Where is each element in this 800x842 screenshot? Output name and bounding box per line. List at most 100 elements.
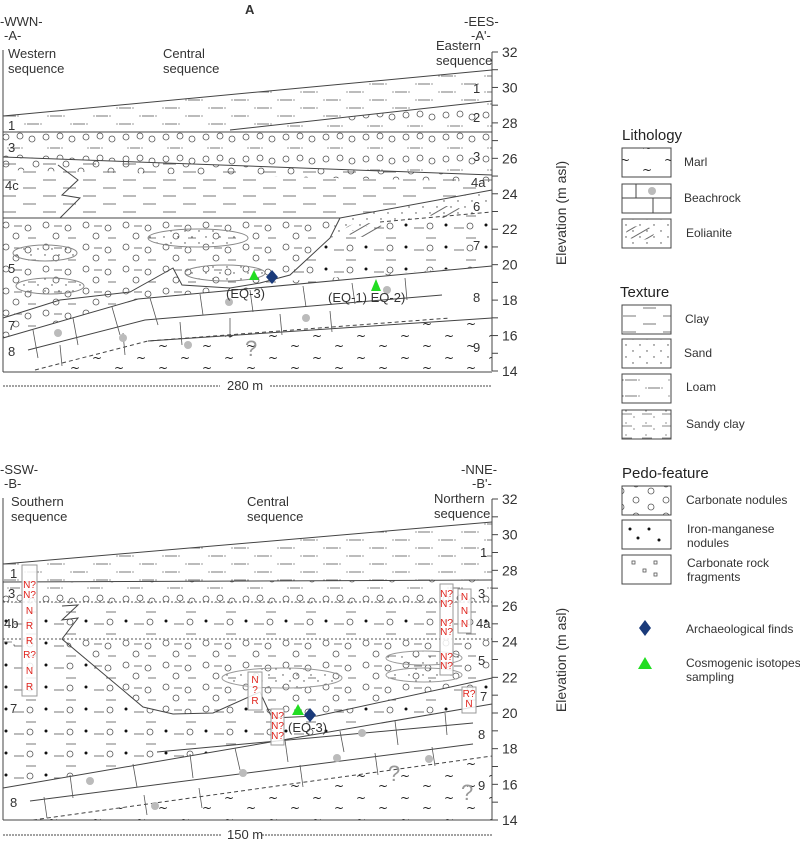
polarity-box: [439, 583, 454, 676]
unit-3: [3, 580, 492, 602]
axis-label: Elevation (m asl): [553, 161, 569, 265]
sand-swatch: [621, 338, 672, 369]
polarity-label: N?: [440, 627, 453, 638]
cosmogenic-sampling-icon: [638, 657, 652, 669]
panel-a-title: A: [245, 2, 255, 17]
unit-3: [3, 132, 492, 175]
carbonate-nodules-swatch: [621, 485, 672, 516]
sample-label: (EQ-3): [288, 720, 327, 735]
unit-label: 4a: [476, 616, 491, 631]
unit-5: [3, 218, 340, 318]
axis-tick-label: 14: [502, 812, 518, 828]
carbonate-rock-fragments-swatch: [621, 554, 672, 585]
polarity-label: R: [26, 636, 33, 647]
panel-b: -SSW- -B- -NNE- -B'- ? ?: [0, 462, 497, 842]
polarity-label: R: [251, 696, 258, 707]
unit-4: [3, 602, 492, 639]
loam-swatch: [621, 373, 672, 404]
unit-label: 7: [8, 318, 15, 333]
cosmogenic-sample-marker: [249, 270, 259, 280]
archaeological-find-marker: [304, 708, 316, 722]
sand-lens: [221, 667, 343, 689]
sand-lens: [184, 264, 266, 282]
unit-8: [3, 266, 492, 372]
polarity-box: [247, 671, 263, 711]
sample-label: (EQ-1) EQ-2): [328, 290, 405, 305]
unit-label: 5: [8, 261, 15, 276]
polarity-label: R: [26, 621, 33, 632]
legend-label: Sandy clay: [686, 417, 745, 431]
axis-tick-label: 14: [502, 363, 518, 379]
panel-b-right-direction: -NNE-: [461, 462, 497, 477]
cosmogenic-sample-marker: [292, 704, 304, 715]
archaeological-finds-icon: [639, 620, 651, 636]
axis-tick-label: 24: [502, 634, 518, 650]
polarity-label: N?: [271, 721, 284, 732]
marl-swatch: [621, 147, 672, 178]
unit-label: 5: [478, 653, 485, 668]
cosmogenic-sample-marker: [371, 279, 381, 291]
eolianite-swatch: [621, 218, 672, 249]
legend-label: Carbonate nodules: [686, 493, 787, 507]
panel-a-scale: 280 m: [227, 378, 263, 393]
legend-label: Sand: [684, 346, 712, 360]
polarity-label: N: [465, 699, 472, 710]
panel-a-right-direction: -EES-: [464, 14, 499, 29]
legend-heading: Texture: [620, 284, 669, 301]
axis-tick-label: 30: [502, 79, 518, 95]
sequence-label: Central sequence: [163, 46, 219, 76]
polarity-label: R?: [23, 650, 36, 661]
axis-tick-label: 16: [502, 776, 518, 792]
polarity-label: N?: [440, 589, 453, 600]
unit-label: 7: [10, 701, 17, 716]
unit-label: 7: [480, 689, 487, 704]
axis-tick-label: 20: [502, 257, 518, 273]
unit-label: 8: [478, 727, 485, 742]
sandy-clay-area: [4, 640, 20, 650]
archaeological-find-marker: [266, 270, 278, 284]
eolianite-lens: [345, 223, 385, 237]
unit-label: 1: [8, 118, 15, 133]
unit-label: 8: [10, 795, 17, 810]
legend-label: Cosmogenic isotopes sampling: [686, 656, 800, 684]
unit-9: [33, 318, 492, 372]
legend-label: Iron-manganese nodules: [687, 522, 775, 550]
sample-label: (EQ-3): [226, 286, 265, 301]
unit-label: 8: [8, 344, 15, 359]
sequence-label: Central sequence: [247, 494, 303, 524]
elevation-axes: 32 30 28 26 24 22 20 18 16 14 32 30 28 26 24 22 20 18 16 14: [491, 44, 518, 828]
legend-label: Marl: [684, 155, 707, 169]
axis-tick-label: 30: [502, 527, 518, 543]
sand-lens: [15, 277, 85, 295]
sequence-label: Southern sequence: [11, 494, 67, 524]
unit-7-west: [3, 266, 492, 338]
legend-heading: Pedo-feature: [622, 465, 709, 482]
polarity-label: N?: [440, 652, 453, 663]
legend-label: Clay: [685, 312, 709, 326]
unit-label: 7: [473, 238, 480, 253]
eolianite-lens: [427, 206, 463, 218]
beachrock-swatch: [621, 183, 672, 214]
unit-label: 1: [473, 81, 480, 96]
panel-a-left-point: -A-: [4, 28, 21, 43]
polarity-box: [461, 686, 477, 714]
legend: Lithology Marl Beachrock Eolianite Textu…: [620, 127, 800, 684]
unit-6: [330, 190, 492, 238]
polarity-label: R?: [463, 689, 476, 700]
unit-label: 4b: [4, 616, 18, 631]
axis-tick-label: 18: [502, 292, 518, 308]
sequence-label: Western sequence: [8, 46, 64, 76]
legend-label: Archaeological finds: [686, 622, 793, 636]
polarity-label: N?: [271, 711, 284, 722]
polarity-label: N: [461, 606, 468, 617]
polarity-label: R: [26, 682, 33, 693]
unit-7: [3, 639, 492, 788]
polarity-label: N?: [440, 618, 453, 629]
sandy-clay-swatch: [621, 409, 672, 440]
legend-heading: Lithology: [622, 127, 683, 144]
unit-label: 1: [480, 545, 487, 560]
legend-label: Loam: [686, 380, 716, 394]
uncertain-boundary-mark: ?: [388, 761, 400, 786]
